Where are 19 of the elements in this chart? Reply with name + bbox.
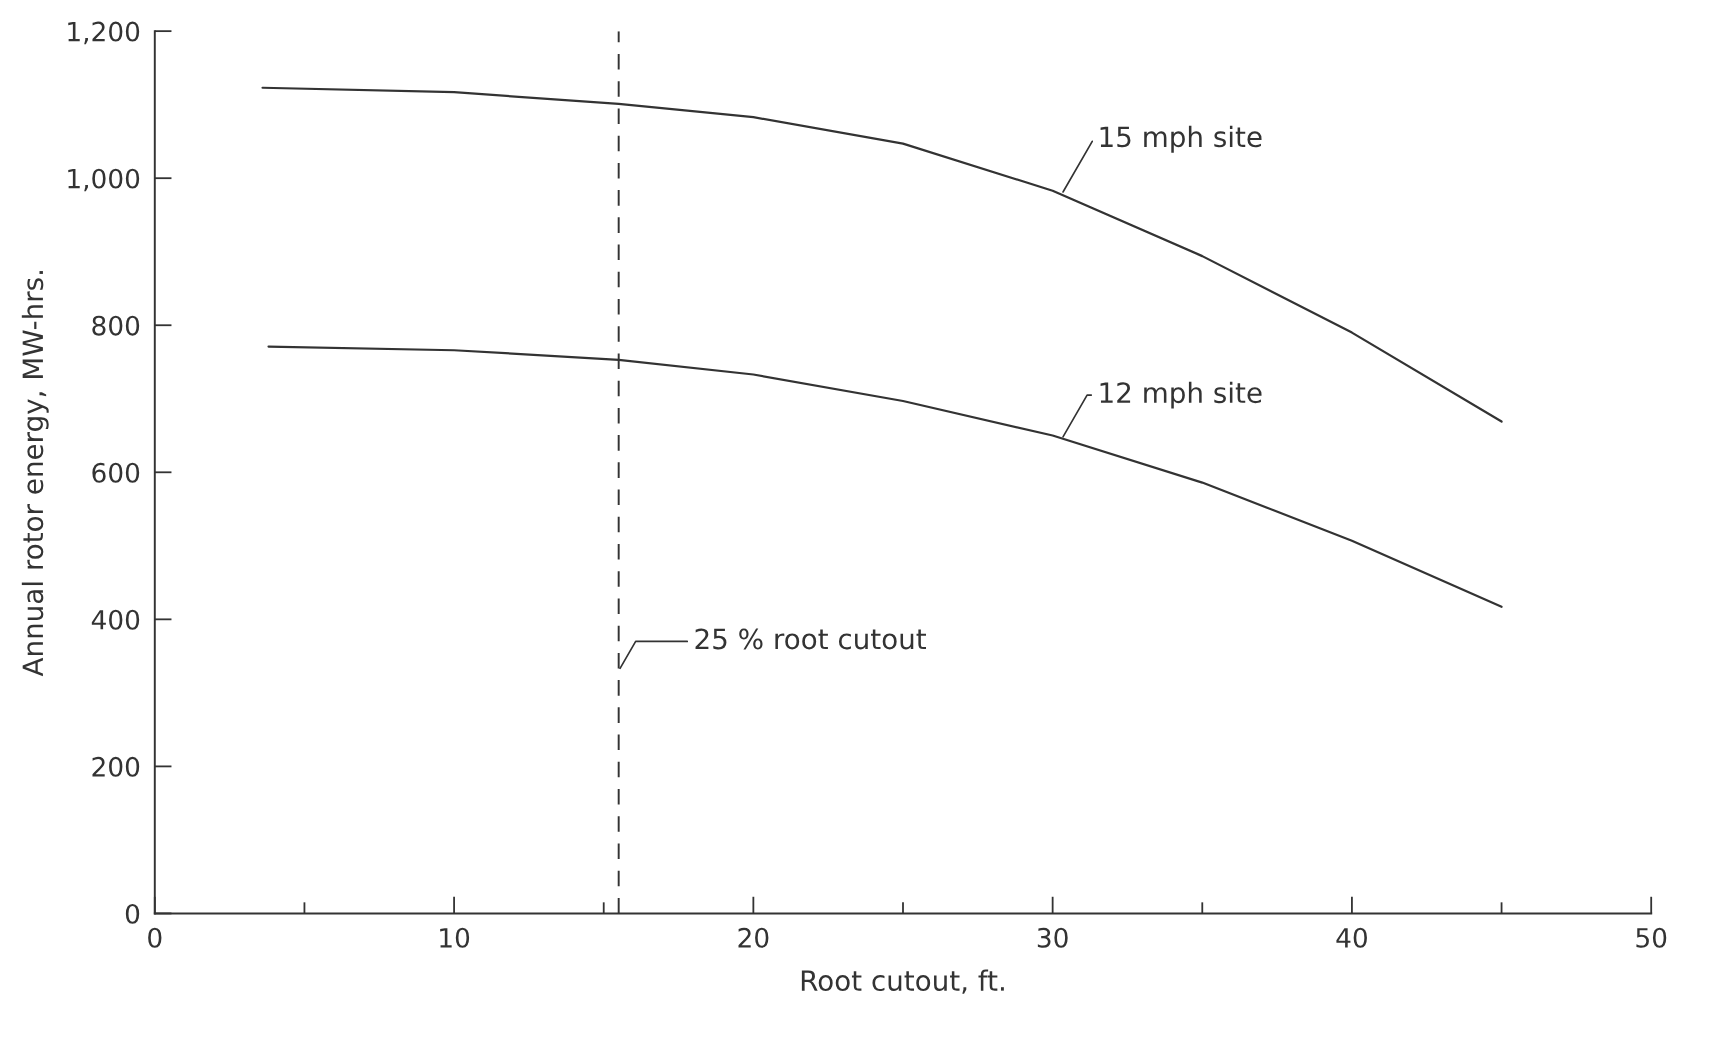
x-tick-label: 40 bbox=[1336, 927, 1367, 948]
x-tick-label: 20 bbox=[738, 927, 769, 948]
x-tick-label: 50 bbox=[1636, 927, 1667, 948]
y-tick-label: 200 bbox=[92, 756, 140, 777]
y-tick-label: 800 bbox=[92, 315, 140, 336]
series-label: 15 mph site bbox=[1100, 125, 1262, 153]
y-tick-label: 0 bbox=[125, 903, 140, 924]
x-tick-label: 10 bbox=[440, 927, 470, 948]
x-tick-label: 30 bbox=[1037, 927, 1068, 948]
x-axis-title: Root cutout, ft. bbox=[801, 969, 1004, 994]
y-tick-label: 1,000 bbox=[68, 168, 140, 192]
y-tick-label: 400 bbox=[91, 609, 140, 630]
series-label: 12 mph site bbox=[1100, 381, 1262, 409]
ref-line-label: 25 % root cutout bbox=[695, 628, 927, 650]
y-tick-label: 1,200 bbox=[68, 21, 140, 45]
line-series bbox=[261, 86, 1503, 423]
y-tick-label: 600 bbox=[92, 462, 140, 483]
y-axis-title: Annual rotor energy, MW-hrs. bbox=[21, 271, 49, 677]
x-tick-label: 0 bbox=[148, 927, 162, 948]
